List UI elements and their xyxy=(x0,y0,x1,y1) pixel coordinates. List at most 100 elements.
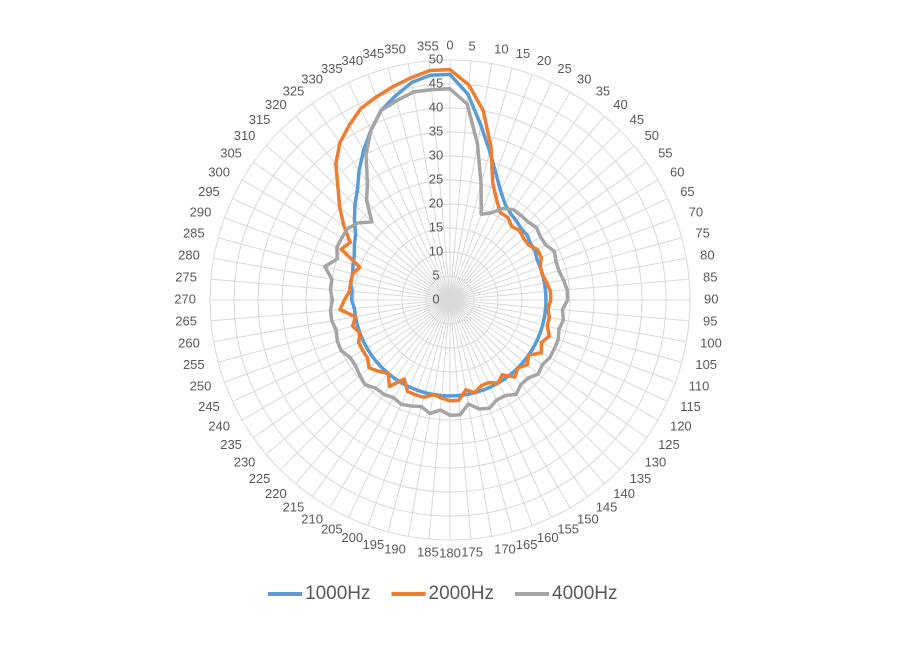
spoke xyxy=(348,299,451,518)
category-label: 260 xyxy=(178,336,200,351)
category-label: 180 xyxy=(439,545,461,560)
r-tick-label: 25 xyxy=(429,171,443,186)
spoke xyxy=(449,129,621,301)
category-label: 120 xyxy=(670,418,692,433)
spoke xyxy=(428,60,451,301)
r-tick-label: 40 xyxy=(429,99,443,114)
category-label: 100 xyxy=(700,336,722,351)
category-label: 105 xyxy=(695,357,717,372)
spoke xyxy=(449,299,668,402)
category-label: 145 xyxy=(596,500,618,515)
spoke xyxy=(449,299,690,322)
spoke xyxy=(449,145,635,301)
category-label: 265 xyxy=(175,314,197,329)
category-label: 165 xyxy=(516,537,538,552)
category-label: 90 xyxy=(704,291,718,306)
spoke xyxy=(449,299,493,537)
spoke xyxy=(449,299,676,383)
spoke xyxy=(241,179,451,301)
category-label: 160 xyxy=(537,530,559,545)
spoke xyxy=(449,257,687,301)
r-tick-label: 35 xyxy=(429,123,443,138)
category-label: 75 xyxy=(695,226,709,241)
category-label: 255 xyxy=(183,357,205,372)
category-label: 175 xyxy=(461,544,483,559)
spoke xyxy=(295,299,451,485)
spoke xyxy=(265,299,451,455)
spoke xyxy=(449,74,533,301)
category-label: 210 xyxy=(301,511,323,526)
category-label: 290 xyxy=(190,205,212,220)
category-label: 190 xyxy=(384,542,406,557)
series-line xyxy=(334,67,553,403)
category-label: 135 xyxy=(630,471,652,486)
category-label: 340 xyxy=(341,53,363,68)
category-label: 315 xyxy=(249,112,271,127)
spoke xyxy=(449,299,605,485)
r-tick-label: 20 xyxy=(429,195,443,210)
spoke xyxy=(449,103,589,301)
spoke xyxy=(449,299,552,518)
spoke xyxy=(253,161,451,301)
category-label: 60 xyxy=(670,164,684,179)
category-label: 40 xyxy=(613,97,627,112)
spoke xyxy=(449,299,571,509)
category-label: 125 xyxy=(658,437,680,452)
spoke xyxy=(449,278,690,301)
category-label: 215 xyxy=(283,500,305,515)
category-label: 270 xyxy=(174,291,196,306)
spoke xyxy=(279,129,451,301)
category-label: 150 xyxy=(577,511,599,526)
category-label: 0 xyxy=(446,37,453,52)
category-label: 95 xyxy=(703,314,717,329)
spoke xyxy=(449,91,571,301)
series-line xyxy=(323,87,570,417)
category-label: 300 xyxy=(208,164,230,179)
spoke xyxy=(449,179,659,301)
category-label: 235 xyxy=(220,437,242,452)
spoke xyxy=(329,299,451,509)
spoke xyxy=(449,299,647,439)
spoke xyxy=(295,115,451,301)
spoke xyxy=(387,68,451,301)
spoke xyxy=(449,60,472,301)
spoke xyxy=(449,161,647,301)
spoke xyxy=(253,299,451,439)
r-tick-label: 10 xyxy=(429,243,443,258)
category-label: 140 xyxy=(613,486,635,501)
category-label: 85 xyxy=(703,269,717,284)
r-tick-label: 50 xyxy=(429,51,443,66)
category-label: 20 xyxy=(537,53,551,68)
category-label: 355 xyxy=(417,38,439,53)
r-tick-label: 15 xyxy=(429,219,443,234)
category-label: 320 xyxy=(265,97,287,112)
r-tick-label: 0 xyxy=(432,291,439,306)
category-label: 345 xyxy=(363,46,385,61)
spoke xyxy=(407,299,451,537)
category-label: 245 xyxy=(198,399,220,414)
category-label: 110 xyxy=(689,378,710,393)
spoke xyxy=(428,299,451,540)
category-label: 205 xyxy=(321,522,343,537)
spoke xyxy=(449,217,676,301)
category-label: 275 xyxy=(175,269,197,284)
spoke xyxy=(449,299,513,532)
category-label: 115 xyxy=(680,399,701,414)
spoke xyxy=(449,237,682,301)
category-label: 295 xyxy=(198,184,220,199)
category-label: 25 xyxy=(557,61,571,76)
legend-label: 1000Hz xyxy=(305,583,371,604)
category-label: 230 xyxy=(234,455,256,470)
spoke xyxy=(449,198,668,301)
spoke xyxy=(449,299,682,363)
category-label: 55 xyxy=(658,146,672,161)
category-label: 225 xyxy=(249,471,271,486)
category-label: 200 xyxy=(341,530,363,545)
spoke xyxy=(367,299,451,526)
category-label: 325 xyxy=(283,83,305,98)
category-label: 250 xyxy=(190,378,212,393)
spoke xyxy=(218,299,451,363)
category-label: 15 xyxy=(516,46,530,61)
